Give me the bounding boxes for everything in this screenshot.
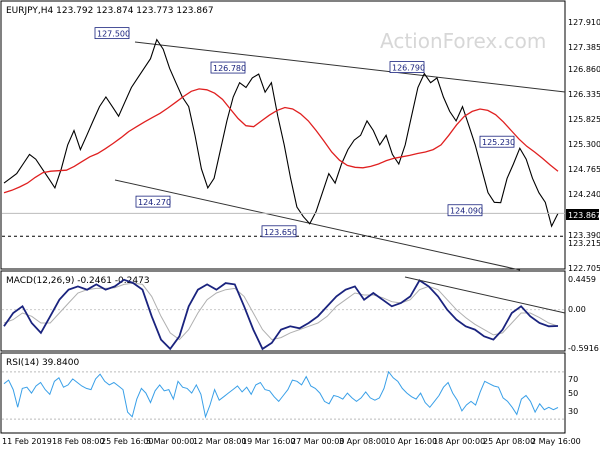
x-tick-label: 12 Mar 08:00 bbox=[193, 437, 246, 446]
x-tick-label: 18 Apr 00:00 bbox=[433, 437, 485, 446]
level-annotation-box bbox=[210, 61, 246, 74]
level-annotation-box bbox=[447, 204, 483, 217]
price-panel-frame bbox=[0, 0, 566, 270]
dashed-level-label: 123.390 bbox=[568, 231, 600, 240]
level-annotation-box bbox=[479, 135, 515, 148]
macd-panel-frame bbox=[0, 270, 566, 352]
x-tick-label: 5 Mar 00:00 bbox=[146, 437, 194, 446]
rsi-line bbox=[3, 370, 559, 419]
level-annotation-label: 126.780 bbox=[213, 64, 246, 73]
level-annotation-box bbox=[261, 225, 297, 238]
price-axis: 127.910 127.385 126.860 126.335 125.825 … bbox=[568, 18, 600, 273]
lower-trendline bbox=[114, 179, 521, 271]
watermark-text: ActionForex.com bbox=[380, 29, 546, 53]
upper-trendline bbox=[134, 41, 566, 93]
price-tick-label: 127.385 bbox=[568, 43, 600, 52]
x-tick-label: 25 Apr 08:00 bbox=[483, 437, 535, 446]
x-tick-label: 27 Mar 00:00 bbox=[291, 437, 344, 446]
price-tick-label: 126.860 bbox=[568, 65, 600, 74]
level-annotation-label: 124.270 bbox=[138, 198, 171, 207]
level-annotation-label: 126.790 bbox=[392, 64, 425, 73]
rsi-tick-label: 50 bbox=[568, 389, 578, 398]
current-price-label: 123.867 bbox=[568, 211, 600, 220]
x-tick-label: 2 May 16:00 bbox=[531, 437, 581, 446]
price-tick-label: 125.300 bbox=[568, 140, 600, 149]
x-tick-label: 3 Apr 08:00 bbox=[339, 437, 386, 446]
level-annotation-label: 125.230 bbox=[482, 138, 515, 147]
price-tick-label: 124.765 bbox=[568, 165, 600, 174]
macd-tick-label: -0.5916 bbox=[568, 344, 599, 353]
level-annotation-label: 124.090 bbox=[450, 207, 483, 216]
level-annotation-box bbox=[94, 27, 130, 40]
level-annotation-label: 127.500 bbox=[97, 30, 130, 39]
level-annotation-box bbox=[135, 195, 171, 208]
rsi-axis: 70 50 30 bbox=[568, 375, 578, 416]
level-annotation-box bbox=[389, 61, 425, 73]
rsi-title: RSI(14) 39.8400 bbox=[6, 358, 79, 368]
x-tick-label: 11 Feb 2019 bbox=[2, 437, 52, 446]
annotation-layer: 127.500 126.780 126.790 124.270 123.650 125.2… bbox=[94, 27, 515, 238]
price-chart-title: EURJPY,H4 123.792 123.874 123.773 123.86… bbox=[6, 6, 214, 16]
macd-title: MACD(12,26,9) -0.2461 -0.2473 bbox=[6, 276, 150, 286]
macd-line bbox=[3, 278, 559, 351]
rsi-tick-label: 70 bbox=[568, 375, 578, 384]
macd-trendline bbox=[404, 276, 566, 314]
macd-tick-label: 0.00 bbox=[568, 305, 586, 314]
macd-series-layer bbox=[2, 276, 566, 351]
x-tick-label: 10 Apr 16:00 bbox=[385, 437, 437, 446]
rsi-tick-label: 30 bbox=[568, 407, 578, 416]
x-tick-label: 18 Feb 08:00 bbox=[52, 437, 104, 446]
rsi-panel-frame bbox=[0, 352, 566, 434]
price-tick-label: 127.910 bbox=[568, 18, 600, 27]
price-tick-label: 125.825 bbox=[568, 115, 600, 124]
price-tick-label: 123.215 bbox=[568, 239, 600, 248]
macd-tick-label: 0.4459 bbox=[568, 275, 596, 284]
macd-axis: 0.4459 0.00 -0.5916 bbox=[568, 275, 599, 353]
price-tick-label: 122.705 bbox=[568, 264, 600, 273]
macd-signal-line bbox=[3, 282, 559, 341]
moving-average-line bbox=[3, 88, 559, 194]
price-tick-label: 126.335 bbox=[568, 90, 600, 99]
price-tick-label: 124.240 bbox=[568, 190, 600, 199]
rsi-series-layer bbox=[2, 370, 565, 420]
x-tick-label: 25 Feb 16:00 bbox=[101, 437, 153, 446]
level-annotation-label: 123.650 bbox=[264, 228, 297, 237]
current-price-badge bbox=[566, 209, 599, 220]
x-tick-label: 19 Mar 16:00 bbox=[242, 437, 295, 446]
